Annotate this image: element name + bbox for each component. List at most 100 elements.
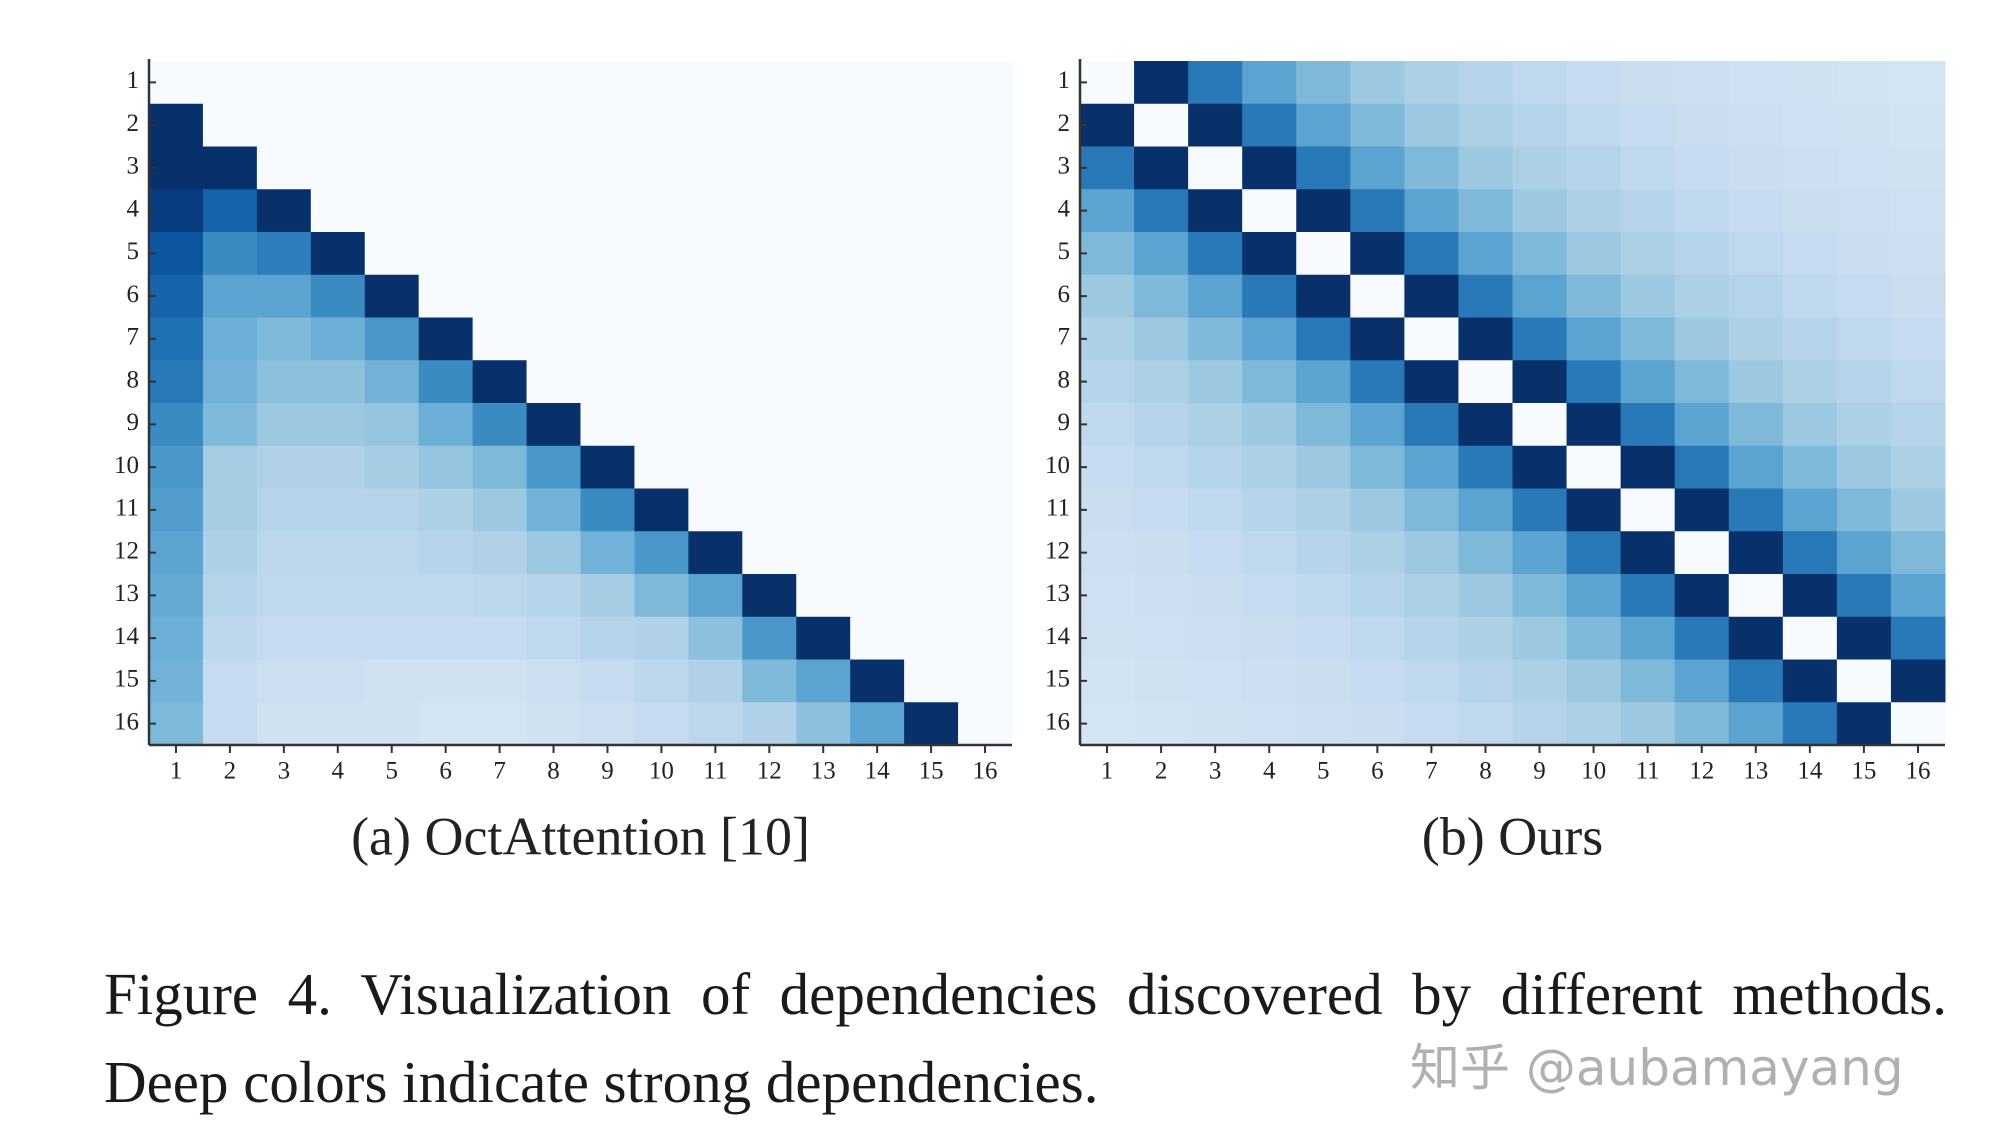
heatmap-cell bbox=[1620, 702, 1676, 746]
heatmap-cell bbox=[1620, 445, 1676, 489]
heatmap-cell bbox=[364, 574, 420, 618]
x-tick-label: 14 bbox=[1797, 758, 1823, 785]
heatmap-cell bbox=[1080, 146, 1135, 190]
heatmap-cell bbox=[634, 189, 689, 233]
heatmap-cell bbox=[1512, 274, 1568, 318]
heatmap-cell bbox=[256, 189, 312, 233]
heatmap-cell bbox=[1242, 403, 1297, 447]
heatmap-cell bbox=[688, 317, 743, 361]
y-tick-label: 10 bbox=[1045, 452, 1070, 479]
heatmap-cell bbox=[1782, 146, 1838, 190]
heatmap-cell bbox=[1188, 103, 1243, 147]
heatmap-cell bbox=[1566, 232, 1622, 276]
heatmap-cell bbox=[1728, 146, 1784, 190]
heatmap-cell bbox=[1350, 574, 1405, 618]
heatmap-cell bbox=[1728, 659, 1784, 703]
heatmap-cell bbox=[1458, 574, 1513, 618]
heatmap-cell bbox=[1134, 189, 1189, 233]
heatmap-cell bbox=[1728, 189, 1784, 233]
heatmap-cell bbox=[1296, 274, 1351, 318]
heatmap-cell bbox=[472, 146, 528, 190]
heatmap-cell bbox=[742, 702, 797, 746]
heatmap-cell bbox=[310, 531, 366, 575]
heatmap-cell bbox=[904, 274, 959, 318]
y-tick-label: 14 bbox=[114, 623, 140, 650]
heatmap-cell bbox=[796, 274, 851, 318]
heatmap-cell bbox=[1512, 103, 1568, 147]
heatmap-cell bbox=[202, 360, 258, 404]
heatmap-cell bbox=[1836, 103, 1892, 147]
heatmap-cell bbox=[1782, 702, 1838, 746]
heatmap-cell bbox=[1674, 189, 1730, 233]
heatmap-cell bbox=[1890, 616, 1946, 660]
heatmap-cell bbox=[310, 317, 366, 361]
heatmap-cell bbox=[796, 403, 851, 447]
heatmap-cell bbox=[1728, 232, 1784, 276]
heatmap-cell bbox=[688, 659, 743, 703]
heatmap-cell bbox=[418, 189, 474, 233]
heatmap-cell bbox=[1728, 445, 1784, 489]
heatmap-cell bbox=[796, 61, 851, 105]
heatmap-cell bbox=[472, 189, 528, 233]
heatmap-cell bbox=[1134, 403, 1189, 447]
heatmap-cell bbox=[1296, 616, 1351, 660]
heatmap-cell bbox=[1242, 531, 1297, 575]
y-tick-label: 6 bbox=[127, 281, 140, 308]
heatmap-cell bbox=[310, 61, 366, 105]
heatmap-cell bbox=[472, 445, 528, 489]
heatmap-cell bbox=[850, 317, 905, 361]
heatmap-cell bbox=[904, 317, 959, 361]
heatmap-cell bbox=[580, 616, 635, 660]
heatmap-cell bbox=[1458, 360, 1513, 404]
heatmap-cell bbox=[149, 317, 204, 361]
heatmap-cell bbox=[310, 274, 366, 318]
heatmap-cell bbox=[256, 702, 312, 746]
heatmap-cell bbox=[688, 189, 743, 233]
heatmap-cell bbox=[1512, 531, 1568, 575]
y-tick-label: 12 bbox=[1045, 537, 1070, 564]
heatmap-cell bbox=[202, 616, 258, 660]
y-tick-label: 4 bbox=[127, 195, 140, 222]
y-tick-label: 2 bbox=[1058, 110, 1071, 137]
heatmap-cell bbox=[149, 574, 204, 618]
heatmap-cell bbox=[1566, 274, 1622, 318]
heatmap-cell bbox=[1188, 274, 1243, 318]
heatmap-cell bbox=[1350, 360, 1405, 404]
heatmap-cell bbox=[1512, 61, 1568, 105]
x-tick-label: 12 bbox=[1689, 758, 1714, 785]
heatmap-cell bbox=[958, 146, 1013, 190]
heatmap-cell bbox=[364, 445, 420, 489]
heatmap-cell bbox=[580, 574, 635, 618]
heatmap-cell bbox=[1728, 616, 1784, 660]
heatmap-cell bbox=[742, 445, 797, 489]
heatmap-cell bbox=[958, 274, 1013, 318]
heatmap-cell bbox=[472, 488, 528, 532]
heatmap-cell bbox=[1890, 360, 1946, 404]
heatmap-cell bbox=[1512, 616, 1568, 660]
heatmap-cell bbox=[1134, 61, 1189, 105]
heatmap-cell bbox=[1782, 103, 1838, 147]
heatmap-cell bbox=[1458, 232, 1513, 276]
heatmap-cell bbox=[202, 274, 258, 318]
heatmap-cell bbox=[256, 317, 312, 361]
heatmap-cell bbox=[1890, 403, 1946, 447]
chart-title: (b) Ours bbox=[1422, 806, 1603, 866]
heatmap-cell bbox=[1080, 103, 1135, 147]
heatmap-cell bbox=[1242, 360, 1297, 404]
heatmap-cell bbox=[418, 403, 474, 447]
x-tick-label: 8 bbox=[547, 758, 560, 785]
heatmap-cell bbox=[1836, 403, 1892, 447]
heatmap-cell bbox=[580, 360, 635, 404]
y-tick-label: 16 bbox=[114, 708, 139, 735]
heatmap-cell bbox=[634, 531, 689, 575]
heatmap-cell bbox=[1188, 146, 1243, 190]
heatmap-cell bbox=[472, 574, 528, 618]
heatmap-cell bbox=[904, 659, 959, 703]
heatmap-cell bbox=[1404, 616, 1459, 660]
x-tick-label: 9 bbox=[1533, 758, 1546, 785]
heatmap-cell bbox=[1512, 403, 1568, 447]
heatmap-cell bbox=[1674, 616, 1730, 660]
heatmap-cell bbox=[256, 488, 312, 532]
heatmap-cell bbox=[1350, 403, 1405, 447]
